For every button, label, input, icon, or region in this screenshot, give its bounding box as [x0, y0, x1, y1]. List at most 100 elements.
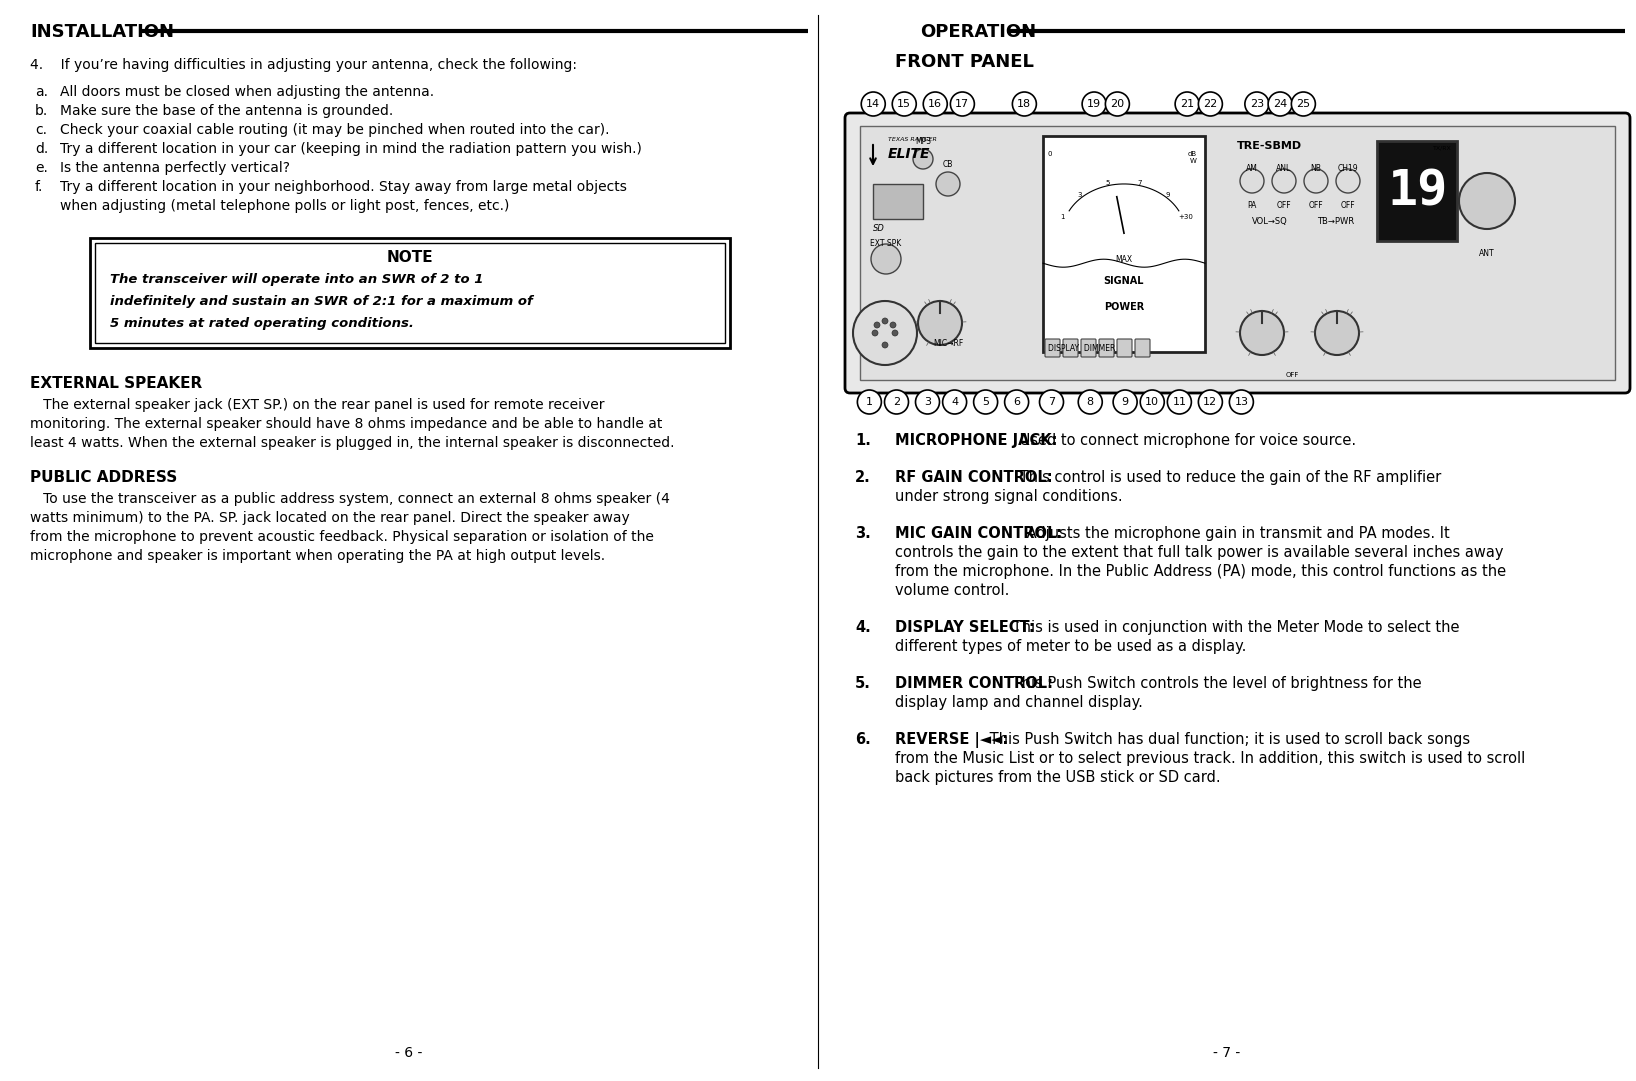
Circle shape — [1240, 311, 1284, 355]
Text: DISPLAY SELECT:: DISPLAY SELECT: — [895, 620, 1034, 635]
Text: dB: dB — [1188, 151, 1198, 157]
Circle shape — [1199, 390, 1222, 414]
Text: 17: 17 — [955, 99, 970, 109]
Text: OFF: OFF — [1276, 201, 1291, 210]
Text: All doors must be closed when adjusting the antenna.: All doors must be closed when adjusting … — [61, 85, 434, 99]
Circle shape — [882, 318, 888, 324]
Circle shape — [936, 172, 960, 196]
Text: 19: 19 — [1086, 99, 1101, 109]
Text: 9: 9 — [1166, 192, 1170, 198]
Text: EXT SPK: EXT SPK — [870, 239, 901, 248]
Text: 4.: 4. — [856, 620, 870, 635]
Text: NOTE: NOTE — [386, 250, 434, 265]
FancyBboxPatch shape — [95, 243, 725, 343]
Text: ANL: ANL — [1276, 164, 1292, 173]
Text: DIMMER CONTROL:: DIMMER CONTROL: — [895, 676, 1054, 691]
Text: 16: 16 — [928, 99, 942, 109]
Text: REVERSE |◄◄:: REVERSE |◄◄: — [895, 732, 1008, 748]
Circle shape — [923, 92, 947, 116]
Text: e.: e. — [34, 161, 47, 175]
Circle shape — [861, 92, 885, 116]
Circle shape — [1273, 169, 1296, 193]
Text: MP3: MP3 — [915, 137, 931, 146]
Circle shape — [1245, 92, 1270, 116]
Text: 23: 23 — [1250, 99, 1265, 109]
FancyBboxPatch shape — [1117, 339, 1132, 357]
Text: PA: PA — [1247, 201, 1256, 210]
Text: 19: 19 — [1387, 166, 1448, 215]
Circle shape — [890, 322, 897, 328]
Text: 2.: 2. — [856, 470, 870, 485]
Text: Try a different location in your car (keeping in mind the radiation pattern you : Try a different location in your car (ke… — [61, 142, 641, 156]
Text: Used to connect microphone for voice source.: Used to connect microphone for voice sou… — [1014, 433, 1356, 448]
FancyBboxPatch shape — [1099, 339, 1114, 357]
Text: 3: 3 — [924, 397, 931, 408]
Text: The transceiver will operate into an SWR of 2 to 1: The transceiver will operate into an SWR… — [110, 273, 484, 286]
Text: NB: NB — [1310, 164, 1322, 173]
Text: 22: 22 — [1202, 99, 1217, 109]
Text: MAX: MAX — [1116, 255, 1132, 264]
Text: This Push Switch controls the level of brightness for the: This Push Switch controls the level of b… — [1008, 676, 1422, 691]
Text: 24: 24 — [1273, 99, 1288, 109]
Text: from the Music List or to select previous track. In addition, this switch is use: from the Music List or to select previou… — [895, 751, 1525, 766]
Text: MIC GAIN CONTROL:: MIC GAIN CONTROL: — [895, 526, 1062, 540]
Text: 11: 11 — [1173, 397, 1186, 408]
FancyBboxPatch shape — [1135, 339, 1150, 357]
Circle shape — [882, 342, 888, 348]
Text: - 7 -: - 7 - — [1214, 1046, 1240, 1060]
Text: ANT: ANT — [1479, 249, 1495, 258]
Text: c.: c. — [34, 123, 47, 137]
FancyBboxPatch shape — [1044, 136, 1206, 352]
Text: W: W — [1189, 158, 1198, 164]
Circle shape — [872, 330, 879, 336]
Text: TX/RX: TX/RX — [1433, 146, 1453, 151]
Text: 7: 7 — [1137, 179, 1142, 186]
Circle shape — [1005, 390, 1029, 414]
Text: The external speaker jack (EXT SP.) on the rear panel is used for remote receive: The external speaker jack (EXT SP.) on t… — [29, 398, 604, 412]
Text: monitoring. The external speaker should have 8 ohms impedance and be able to han: monitoring. The external speaker should … — [29, 417, 663, 431]
Text: To use the transceiver as a public address system, connect an external 8 ohms sp: To use the transceiver as a public addre… — [29, 492, 669, 506]
Text: back pictures from the USB stick or SD card.: back pictures from the USB stick or SD c… — [895, 770, 1220, 785]
Text: 12: 12 — [1204, 397, 1217, 408]
FancyBboxPatch shape — [1081, 339, 1096, 357]
Text: 1: 1 — [1060, 214, 1065, 221]
Text: - 6 -: - 6 - — [396, 1046, 422, 1060]
FancyBboxPatch shape — [1045, 339, 1060, 357]
Circle shape — [1315, 311, 1360, 355]
Text: Try a different location in your neighborhood. Stay away from large metal object: Try a different location in your neighbo… — [61, 181, 627, 193]
Text: MIC→RF: MIC→RF — [933, 338, 964, 347]
Text: 5.: 5. — [856, 676, 870, 691]
Text: TB→PWR: TB→PWR — [1317, 217, 1355, 226]
Text: 18: 18 — [1018, 99, 1031, 109]
Text: Make sure the base of the antenna is grounded.: Make sure the base of the antenna is gro… — [61, 104, 393, 118]
Text: microphone and speaker is important when operating the PA at high output levels.: microphone and speaker is important when… — [29, 549, 605, 563]
Circle shape — [1112, 390, 1137, 414]
Text: 1: 1 — [865, 397, 874, 408]
Text: volume control.: volume control. — [895, 583, 1009, 598]
Text: under strong signal conditions.: under strong signal conditions. — [895, 489, 1122, 504]
Text: 2: 2 — [893, 397, 900, 408]
Text: This is used in conjunction with the Meter Mode to select the: This is used in conjunction with the Met… — [1008, 620, 1459, 635]
Circle shape — [1229, 390, 1253, 414]
Circle shape — [916, 390, 939, 414]
Text: FRONT PANEL: FRONT PANEL — [895, 53, 1034, 71]
Circle shape — [951, 92, 975, 116]
Text: VOL→SQ: VOL→SQ — [1252, 217, 1288, 226]
Text: ELITE: ELITE — [888, 147, 931, 161]
Text: Adjusts the microphone gain in transmit and PA modes. It: Adjusts the microphone gain in transmit … — [1022, 526, 1449, 540]
Text: EXTERNAL SPEAKER: EXTERNAL SPEAKER — [29, 376, 203, 391]
Circle shape — [1337, 169, 1360, 193]
Text: display lamp and channel display.: display lamp and channel display. — [895, 695, 1144, 710]
Circle shape — [892, 330, 898, 336]
FancyBboxPatch shape — [874, 184, 923, 219]
Text: watts minimum) to the PA. SP. jack located on the rear panel. Direct the speaker: watts minimum) to the PA. SP. jack locat… — [29, 511, 630, 525]
Text: 7: 7 — [1049, 397, 1055, 408]
Circle shape — [1240, 169, 1265, 193]
Text: Is the antenna perfectly vertical?: Is the antenna perfectly vertical? — [61, 161, 290, 175]
Text: 3.: 3. — [856, 526, 870, 540]
Circle shape — [1140, 390, 1165, 414]
Text: This Push Switch has dual function; it is used to scroll back songs: This Push Switch has dual function; it i… — [985, 732, 1471, 747]
Text: SIGNAL: SIGNAL — [1104, 277, 1144, 286]
Text: INSTALLATION: INSTALLATION — [29, 23, 173, 41]
Text: +30: +30 — [1178, 214, 1193, 221]
